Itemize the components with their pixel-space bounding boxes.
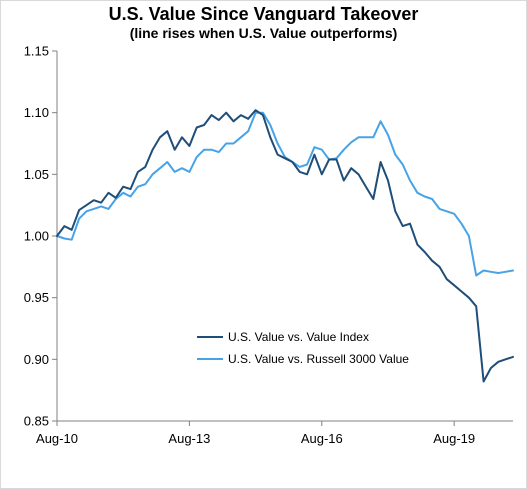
legend: U.S. Value vs. Value Index U.S. Value vs.… xyxy=(197,330,409,366)
x-tick-label: Aug-13 xyxy=(168,431,210,446)
y-tick-label: 1.05 xyxy=(24,167,49,182)
y-axis: 1.15 1.10 1.05 1.00 0.95 0.90 0.85 xyxy=(24,44,58,429)
chart-title: U.S. Value Since Vanguard Takeover xyxy=(108,4,419,24)
y-tick-label: 0.95 xyxy=(24,290,49,305)
x-tick-label: Aug-16 xyxy=(301,431,343,446)
x-tick-label: Aug-19 xyxy=(433,431,475,446)
series-line-1 xyxy=(56,109,514,383)
y-tick-label: 1.15 xyxy=(24,44,49,59)
y-tick-label: 0.90 xyxy=(24,352,49,367)
series-layer xyxy=(56,109,514,383)
series-line-2 xyxy=(56,111,514,277)
chart-subtitle: (line rises when U.S. Value outperforms) xyxy=(129,25,398,41)
legend-label-1: U.S. Value vs. Value Index xyxy=(228,330,369,344)
y-tick-label: 1.00 xyxy=(24,229,49,244)
legend-label-2: U.S. Value vs. Russell 3000 Value xyxy=(228,352,409,366)
x-tick-label: Aug-10 xyxy=(36,431,78,446)
x-axis: Aug-10 Aug-13 Aug-16 Aug-19 xyxy=(36,420,513,446)
y-tick-label: 1.10 xyxy=(24,105,49,120)
y-tick-label: 0.85 xyxy=(24,414,49,429)
